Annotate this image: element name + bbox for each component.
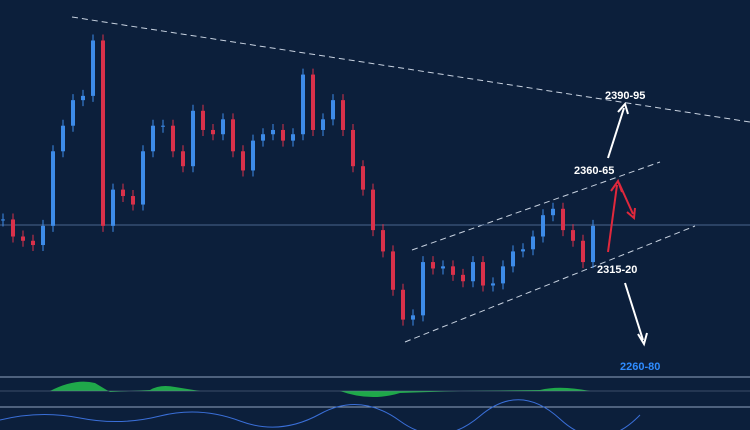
annotation: 2390-95 — [605, 90, 645, 102]
candle-body — [281, 129, 285, 141]
candle-body — [571, 230, 575, 241]
candle-body — [121, 189, 125, 197]
candle-body — [301, 74, 305, 135]
candle-body — [141, 151, 145, 205]
histogram — [50, 381, 590, 398]
candle-body — [191, 110, 195, 167]
candle-body — [241, 151, 245, 171]
annotation: 2360-65 — [574, 165, 614, 177]
candle-body — [391, 251, 395, 290]
candle-body — [431, 262, 435, 269]
candle-body — [131, 196, 135, 205]
candle-body — [381, 230, 385, 252]
candle-body — [31, 240, 35, 246]
candle-body — [321, 119, 325, 130]
candle-body — [561, 208, 565, 231]
candle-body — [91, 40, 95, 96]
candle-body — [21, 236, 25, 241]
candle-body — [531, 236, 535, 250]
candle-body — [331, 100, 335, 120]
candle-body — [471, 262, 475, 282]
arrows — [607, 101, 648, 347]
candle-body — [441, 266, 445, 269]
annotation: 2260-80 — [620, 361, 660, 373]
candle-body — [211, 129, 215, 135]
trend-lines — [71, 16, 750, 343]
candle-body — [361, 166, 365, 190]
candle-body — [161, 125, 165, 127]
candle-body — [511, 251, 515, 267]
candles — [1, 34, 595, 326]
candle-body — [41, 225, 45, 246]
candle-body — [71, 100, 75, 126]
candle-body — [171, 125, 175, 152]
candle-body — [201, 110, 205, 130]
candle-body — [11, 219, 15, 237]
candle-body — [541, 215, 545, 237]
candle-body — [101, 40, 105, 226]
candle-body — [581, 240, 585, 263]
candle-body — [461, 274, 465, 282]
candle-body — [261, 134, 265, 141]
oscillator — [0, 399, 641, 430]
annotation: 2315-20 — [597, 264, 637, 276]
candle-body — [251, 140, 255, 171]
candle-body — [61, 125, 65, 152]
candle-body — [351, 129, 355, 167]
candle-body — [291, 134, 295, 141]
candle-body — [51, 151, 55, 226]
candle-body — [231, 119, 235, 152]
candle-body — [501, 266, 505, 284]
candle-body — [401, 289, 405, 320]
candle-body — [271, 129, 275, 135]
candle-body — [151, 125, 155, 152]
candle-body — [221, 119, 225, 135]
candle-body — [1, 219, 5, 221]
candle-body — [521, 249, 525, 252]
candle-body — [81, 95, 85, 101]
candle-body — [311, 74, 315, 130]
candle-body — [591, 225, 595, 263]
candle-body — [181, 151, 185, 167]
candle-body — [481, 262, 485, 286]
candle-body — [411, 315, 415, 320]
candle-body — [371, 189, 375, 231]
candle-body — [421, 262, 425, 316]
candle-body — [111, 189, 115, 226]
candle-body — [551, 208, 555, 216]
candle-body — [491, 283, 495, 286]
candle-body — [451, 266, 455, 275]
candle-body — [341, 100, 345, 130]
